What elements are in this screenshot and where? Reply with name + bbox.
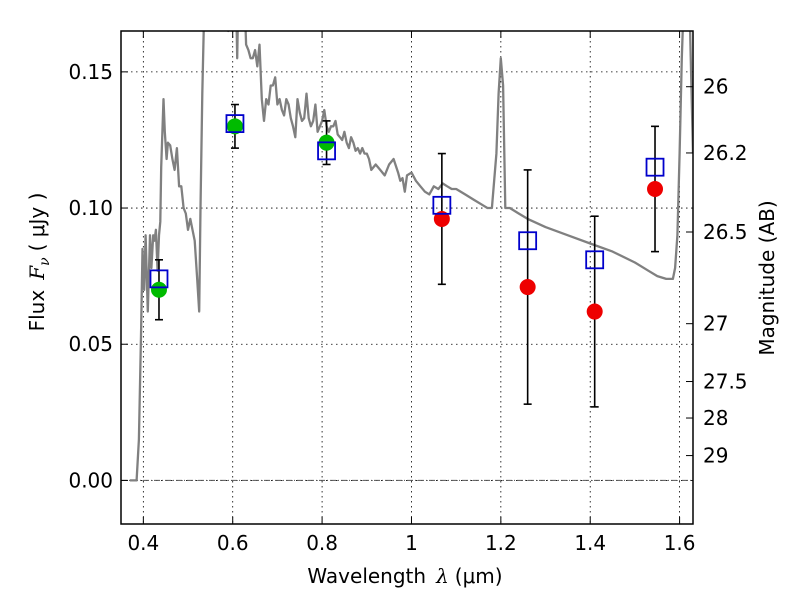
detected-point	[150, 281, 167, 298]
magnitude-axis-label: Magnitude (AB)	[755, 200, 779, 355]
y-tick-label: 0.05	[68, 332, 113, 356]
detected-point	[226, 118, 243, 135]
magnitude-axis-ticks: 26 26.2 26.5 27 27.5 28 29	[686, 75, 748, 468]
model-photometry-square	[149, 269, 169, 289]
x-tick-label: 1	[405, 531, 418, 555]
magnitude-tick-label: 26.2	[703, 141, 748, 165]
undetected-point	[519, 279, 536, 296]
model-photometry-square	[585, 250, 605, 270]
magnitude-tick-label: 26	[703, 75, 728, 99]
x-tick-label: 1.4	[574, 531, 606, 555]
model-sed-line	[129, 31, 693, 482]
model-photometry-markers	[149, 114, 665, 289]
x-axis-ticks: 0.4 0.6 0.8 1 1.2 1.4 1.6	[127, 31, 696, 555]
plot-frame	[120, 30, 694, 525]
error-bars	[154, 103, 660, 408]
model-sed	[129, 31, 693, 482]
observed-points	[150, 118, 664, 320]
magnitude-tick-label: 27.5	[703, 370, 748, 394]
x-tick-label: 1.2	[485, 531, 517, 555]
y-tick-label: 0.00	[68, 468, 113, 492]
x-tick-label: 0.4	[127, 531, 159, 555]
model-photometry-square	[432, 195, 452, 215]
undetected-point	[586, 303, 603, 320]
y-axis-ticks: 0.00 0.05 0.10 0.15	[68, 60, 128, 492]
magnitude-tick-label: 28	[703, 406, 728, 430]
x-tick-label: 1.6	[664, 531, 696, 555]
model-photometry-square	[225, 114, 245, 134]
magnitude-tick-label: 26.5	[703, 220, 748, 244]
y-tick-label: 0.10	[68, 196, 113, 220]
x-tick-label: 0.8	[306, 531, 338, 555]
undetected-point	[433, 210, 450, 227]
model-photometry-square	[518, 231, 538, 251]
model-photometry-square	[317, 141, 336, 161]
x-tick-label: 0.6	[217, 531, 249, 555]
model-photometry-square	[645, 157, 665, 177]
x-axis-label: Wavelength λ (μm)	[307, 564, 502, 588]
undetected-point	[647, 180, 664, 197]
y-tick-label: 0.15	[68, 60, 113, 84]
y-axis-label: FluxFν( μJy )	[25, 193, 53, 332]
magnitude-tick-label: 29	[703, 444, 728, 468]
gridlines	[121, 31, 693, 524]
magnitude-tick-label: 27	[703, 312, 728, 336]
